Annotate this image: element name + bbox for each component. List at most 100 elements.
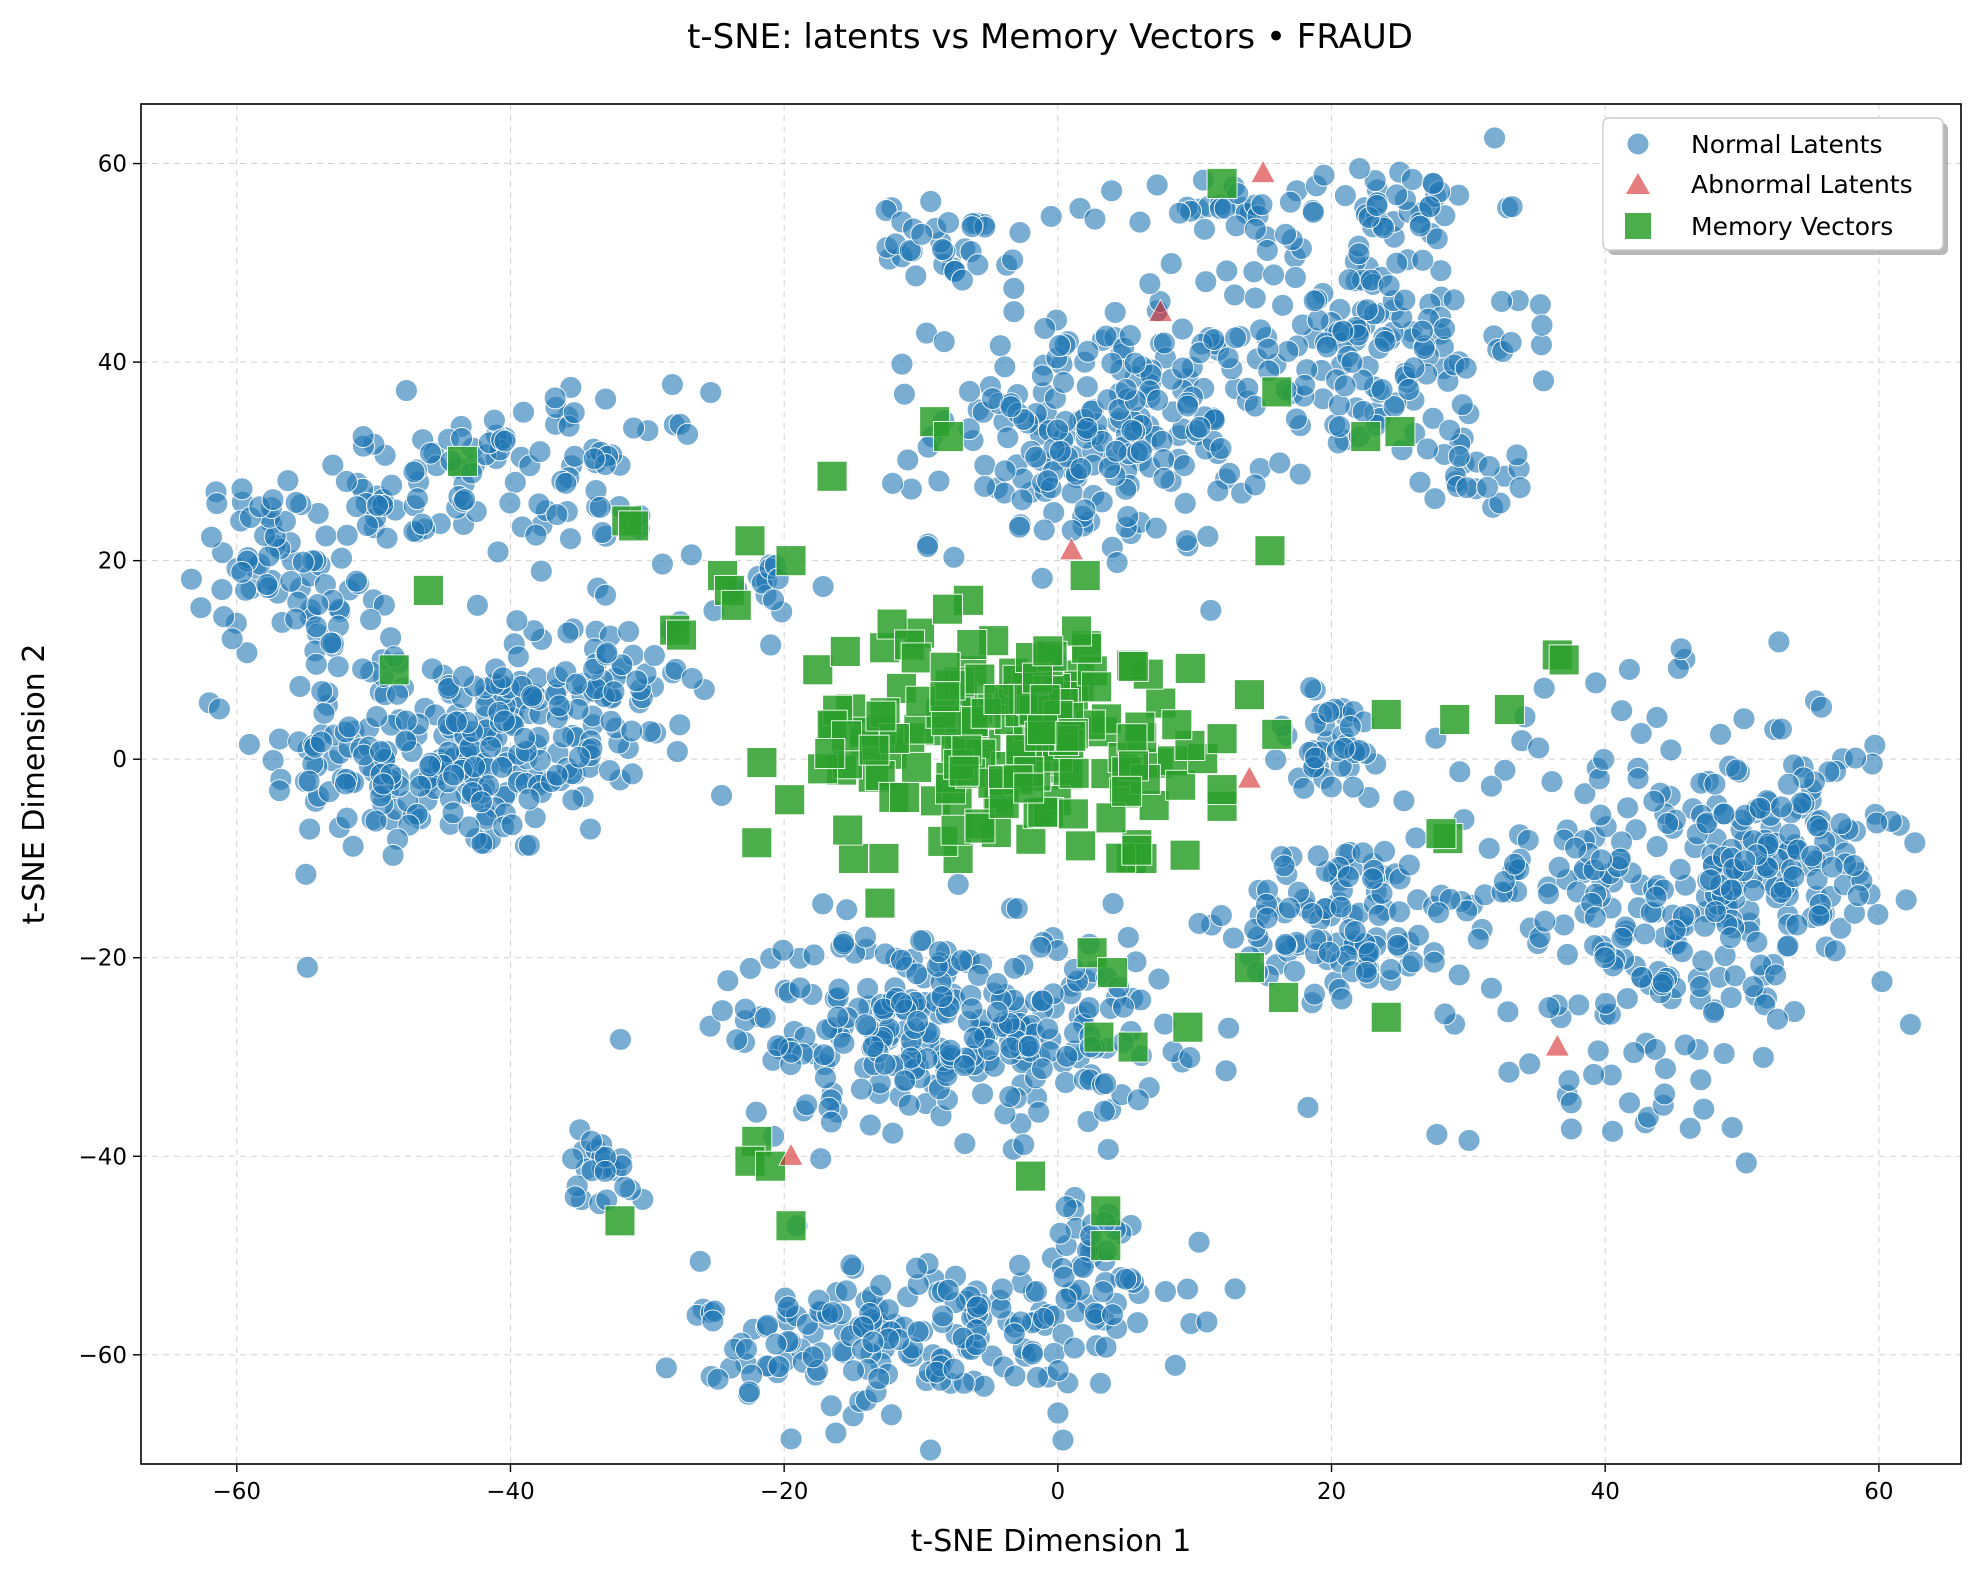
normal-latent-point — [517, 833, 541, 857]
normal-latent-point — [1126, 1088, 1150, 1112]
normal-latent-point — [1527, 736, 1551, 760]
normal-latent-point — [1589, 803, 1613, 827]
plot-frame — [140, 103, 1962, 1465]
normal-latent-point — [1332, 736, 1356, 760]
normal-latent-point — [1224, 326, 1247, 350]
normal-latent-point — [625, 669, 649, 693]
normal-latent-point — [993, 355, 1017, 379]
normal-latent-point — [491, 666, 515, 690]
normal-latent-point — [1153, 1012, 1177, 1036]
normal-latent-point — [1497, 1060, 1521, 1084]
normal-latent-point — [1415, 437, 1439, 461]
normal-latent-point — [1283, 959, 1306, 983]
normal-latent-point — [972, 1374, 996, 1398]
normal-latent-point — [1373, 839, 1397, 863]
normal-latent-point — [1317, 940, 1341, 964]
normal-latent-point — [405, 487, 429, 511]
abnormal-latent-point — [778, 1142, 804, 1166]
memory-vector-point — [447, 445, 479, 477]
normal-latent-point — [1751, 1045, 1775, 1069]
normal-latent-point — [394, 379, 418, 402]
normal-latent-point — [1865, 811, 1889, 835]
memory-vector-point — [1261, 376, 1293, 408]
normal-latent-point — [1024, 1279, 1048, 1303]
normal-latent-point — [960, 997, 984, 1021]
normal-latent-point — [312, 701, 336, 725]
normal-latent-point — [1071, 1256, 1095, 1279]
normal-latent-point — [1587, 767, 1611, 791]
normal-latent-point — [1194, 270, 1218, 294]
normal-latent-point — [832, 932, 856, 956]
normal-latent-point — [826, 1005, 850, 1029]
normal-latent-point — [1807, 904, 1831, 928]
legend: Normal Latents Abnormal Latents Memory V… — [1602, 117, 1948, 255]
memory-vector-point — [956, 629, 988, 661]
normal-latent-point — [1304, 746, 1327, 770]
normal-latent-point — [819, 1110, 843, 1134]
normal-latent-point — [1153, 1280, 1177, 1303]
normal-latent-point — [1243, 473, 1267, 497]
normal-latent-point — [881, 471, 905, 495]
normal-latent-point — [345, 495, 369, 519]
normal-latent-point — [1496, 1000, 1520, 1024]
normal-latent-point — [936, 1278, 960, 1302]
normal-latent-point — [563, 444, 587, 468]
normal-latent-point — [1386, 933, 1410, 957]
memory-vector-point — [666, 619, 697, 651]
normal-latent-point — [1073, 498, 1097, 522]
normal-latent-point — [1423, 487, 1447, 511]
normal-latent-point — [1354, 960, 1378, 984]
normal-latent-point — [408, 774, 432, 798]
normal-latent-point — [1455, 476, 1479, 500]
normal-latent-point — [1178, 1046, 1202, 1070]
normal-latent-point — [1601, 1119, 1625, 1143]
memory-vector-point — [741, 827, 773, 859]
normal-latent-point — [1493, 758, 1517, 782]
memory-vector-point — [1206, 774, 1238, 806]
normal-latent-point — [1361, 867, 1385, 891]
legend-box — [1602, 117, 1944, 251]
normal-latent-point — [1583, 905, 1607, 929]
memory-vector-point — [1233, 679, 1265, 711]
normal-latent-point — [1256, 337, 1280, 361]
normal-latent-point — [1163, 1353, 1187, 1377]
normal-latent-point — [371, 772, 395, 796]
normal-latent-point — [1221, 926, 1245, 950]
normal-latent-point — [351, 425, 375, 448]
memory-vector-point — [1206, 167, 1238, 199]
normal-latent-point — [1046, 418, 1070, 442]
x-tick-label: −40 — [486, 1479, 535, 1505]
normal-latent-point — [617, 620, 641, 643]
normal-latent-point — [946, 872, 970, 896]
normal-latent-point — [1689, 1068, 1713, 1092]
normal-latent-point — [1024, 445, 1048, 469]
y-tick-label: −60 — [78, 1343, 127, 1369]
normal-latent-point — [1188, 415, 1212, 439]
normal-latent-point — [1733, 849, 1757, 873]
normal-latent-point — [764, 1332, 788, 1356]
normal-latent-point — [738, 956, 762, 980]
normal-latent-point — [1331, 319, 1355, 343]
normal-latent-point — [1720, 1116, 1744, 1140]
normal-latent-point — [1033, 316, 1057, 340]
normal-latent-point — [1187, 1230, 1211, 1254]
normal-latent-point — [1483, 126, 1507, 150]
normal-latent-point — [733, 997, 757, 1021]
normal-latent-point — [795, 1093, 819, 1117]
normal-latent-point — [1645, 705, 1669, 729]
normal-latent-point — [1408, 470, 1432, 494]
normal-latent-point — [522, 619, 546, 643]
memory-vector-point — [1493, 694, 1525, 725]
normal-latent-point — [890, 352, 914, 376]
legend-marker-memory — [1625, 213, 1651, 239]
normal-latent-point — [341, 834, 365, 858]
memory-vector-point — [1111, 775, 1143, 807]
memory-vector-point — [948, 755, 980, 787]
normal-latent-point — [1092, 1099, 1116, 1123]
normal-latent-point — [996, 426, 1020, 450]
normal-latent-point — [291, 550, 315, 574]
normal-latent-point — [1174, 529, 1198, 552]
normal-latent-point — [1477, 455, 1501, 478]
normal-latent-point — [351, 657, 375, 681]
normal-latent-point — [1348, 157, 1372, 180]
